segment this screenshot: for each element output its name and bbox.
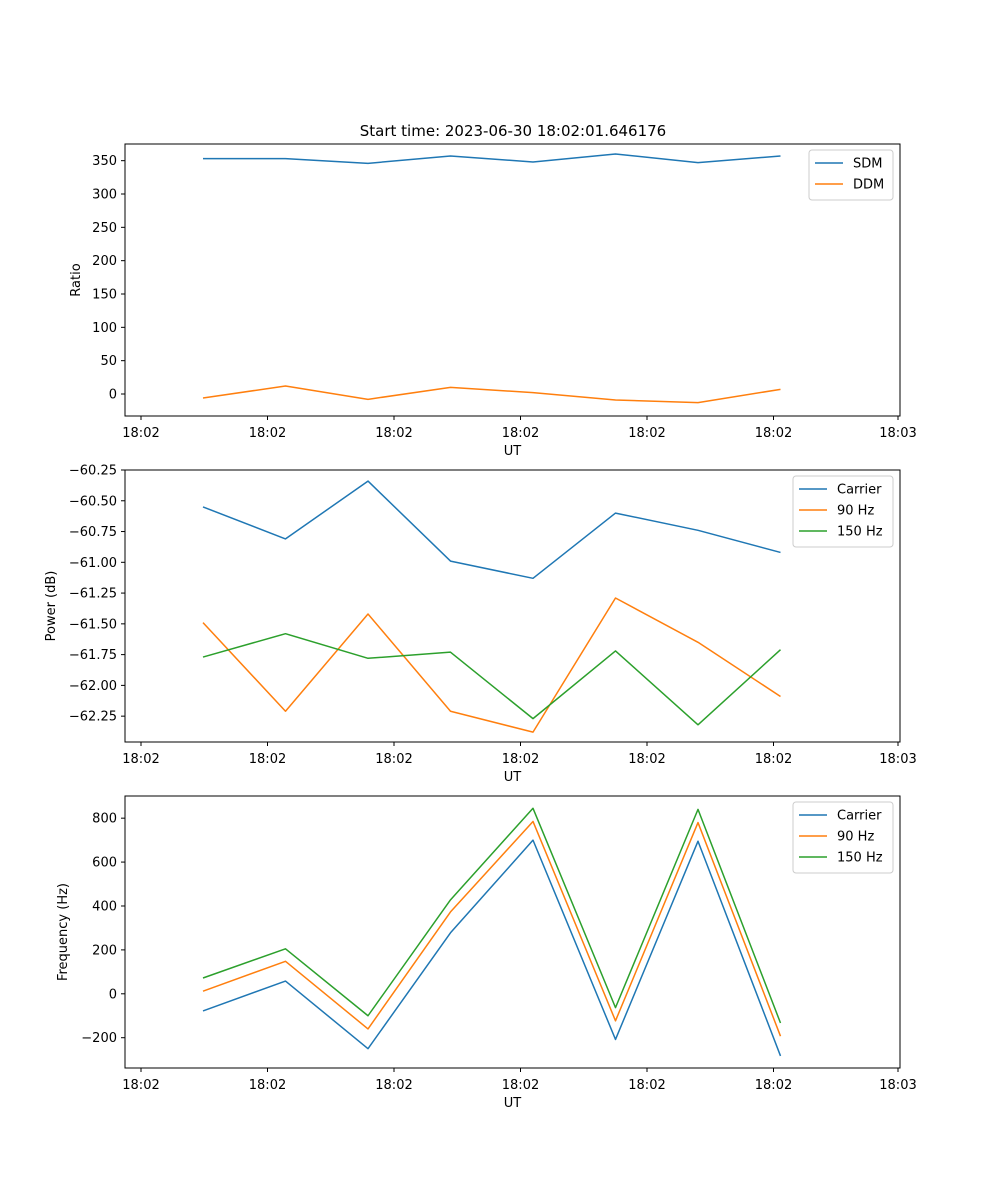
x-tick-label: 18:02 xyxy=(122,752,159,767)
x-tick-label: 18:02 xyxy=(122,1078,159,1093)
axes-frame xyxy=(124,795,901,1069)
y-tick-label: −61.50 xyxy=(69,617,117,632)
y-tick-label: 50 xyxy=(100,354,117,369)
y-tick-label: 400 xyxy=(92,899,117,914)
y-tick-label: −60.25 xyxy=(69,464,117,479)
legend: SDM DDM xyxy=(808,149,894,201)
y-tick-label: 300 xyxy=(92,188,117,203)
x-tick-label: 18:02 xyxy=(755,426,792,441)
series-line-150-hz xyxy=(202,632,782,726)
x-tick-label: 18:02 xyxy=(249,752,286,767)
x-axis-label: UT xyxy=(504,1096,522,1111)
x-tick-label: 18:02 xyxy=(755,752,792,767)
x-tick-label: 18:02 xyxy=(628,426,665,441)
y-tick-label: −61.00 xyxy=(69,556,117,571)
legend-label: DDM xyxy=(853,178,884,193)
y-tick-label: −60.75 xyxy=(69,525,117,540)
series-line-90-hz xyxy=(202,597,781,733)
x-tick-label: 18:02 xyxy=(755,1078,792,1093)
series-line-150-hz xyxy=(202,807,782,1024)
series-line-90-hz xyxy=(202,820,782,1037)
series-line-carrier xyxy=(202,839,782,1057)
x-axis-label: UT xyxy=(504,770,522,785)
y-tick-label: −200 xyxy=(81,1031,117,1046)
y-tick-label: −61.25 xyxy=(69,587,117,602)
series-line-sdm xyxy=(203,153,781,165)
y-tick-label: 150 xyxy=(92,288,117,303)
legend-label: 150 Hz xyxy=(837,525,883,540)
y-tick-label: 200 xyxy=(92,254,117,269)
legend-label: SDM xyxy=(853,157,882,172)
legend-box xyxy=(792,475,894,548)
series-line-ddm xyxy=(202,385,781,404)
legend-label: 90 Hz xyxy=(837,504,874,519)
series-line-carrier xyxy=(202,480,781,580)
x-tick-label: 18:02 xyxy=(502,1078,539,1093)
panel-2: 18:02 18:02 18:02 18:02 18:02 18:02 18:03 −60.2… xyxy=(44,464,917,786)
x-tick-label: 18:02 xyxy=(122,426,159,441)
x-tick-label: 18:02 xyxy=(375,752,412,767)
axes-frame xyxy=(124,143,901,417)
x-tick-label: 18:02 xyxy=(249,426,286,441)
y-axis-label: Frequency (Hz) xyxy=(56,883,71,981)
legend-label: 90 Hz xyxy=(837,830,874,845)
x-tick-label: 18:03 xyxy=(879,752,916,767)
legend-label: Carrier xyxy=(837,483,882,498)
x-axis-label: UT xyxy=(504,444,522,459)
x-tick-label: 18:02 xyxy=(249,1078,286,1093)
figure-title: Start time: 2023-06-30 18:02:01.646176 xyxy=(360,122,666,140)
y-tick-label: −61.75 xyxy=(69,648,117,663)
x-tick-label: 18:03 xyxy=(879,1078,916,1093)
legend-box xyxy=(792,801,894,874)
y-tick-label: 800 xyxy=(92,812,117,827)
y-tick-label: 100 xyxy=(92,321,117,336)
y-tick-label: −60.50 xyxy=(69,494,117,509)
y-tick-label: −62.00 xyxy=(69,679,117,694)
panel-3: 18:02 18:02 18:02 18:02 18:02 18:02 18:03 −200 0… xyxy=(56,795,917,1111)
y-axis-label: Ratio xyxy=(69,263,84,296)
y-tick-label: 0 xyxy=(109,987,117,1002)
legend: Carrier 90 Hz 150 Hz xyxy=(792,801,894,874)
x-tick-label: 18:02 xyxy=(375,1078,412,1093)
y-tick-label: −62.25 xyxy=(69,710,117,725)
y-tick-label: 0 xyxy=(109,388,117,403)
y-tick-label: 350 xyxy=(92,154,117,169)
legend-label: Carrier xyxy=(837,809,882,824)
x-tick-label: 18:02 xyxy=(502,426,539,441)
x-tick-label: 18:03 xyxy=(879,426,916,441)
panel-1: 18:02 18:02 18:02 18:02 18:02 18:02 18:03 0 50 10… xyxy=(69,143,917,459)
y-tick-label: 250 xyxy=(92,221,117,236)
y-axis-label: Power (dB) xyxy=(44,571,59,642)
axes-frame xyxy=(124,469,901,743)
x-tick-label: 18:02 xyxy=(628,1078,665,1093)
legend-label: 150 Hz xyxy=(837,851,883,866)
x-tick-label: 18:02 xyxy=(375,426,412,441)
y-tick-label: 200 xyxy=(92,943,117,958)
y-tick-label: 600 xyxy=(92,856,117,871)
legend: Carrier 90 Hz 150 Hz xyxy=(792,475,894,548)
x-tick-label: 18:02 xyxy=(628,752,665,767)
x-tick-label: 18:02 xyxy=(502,752,539,767)
